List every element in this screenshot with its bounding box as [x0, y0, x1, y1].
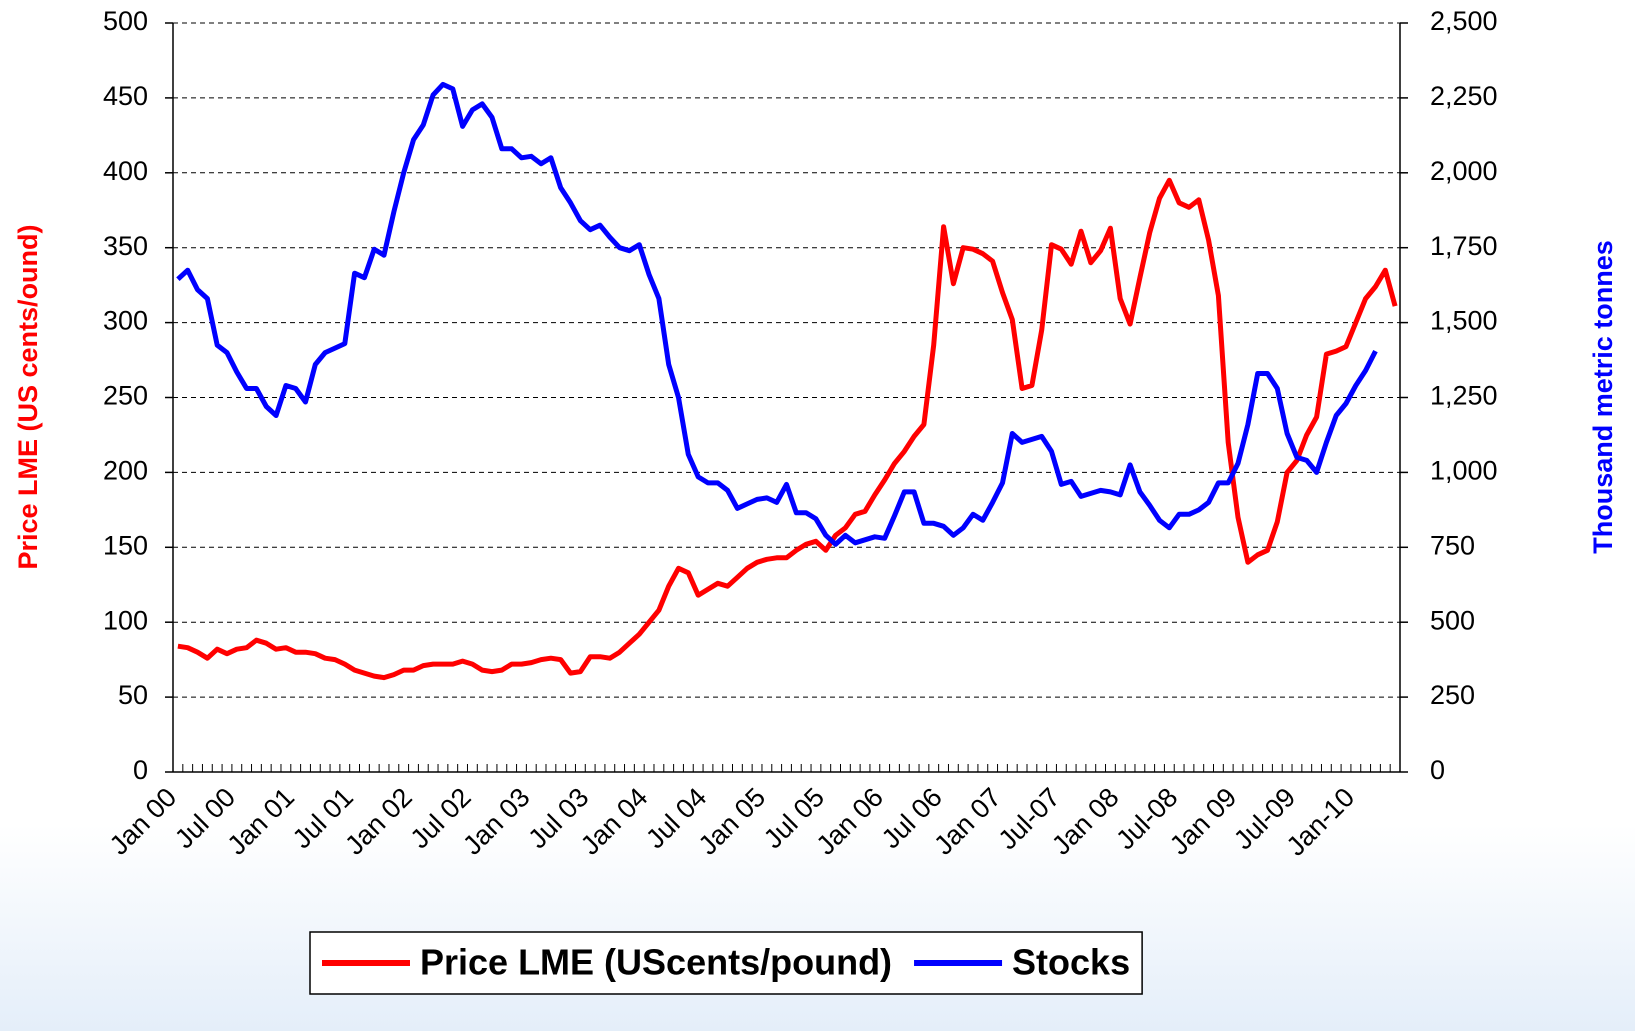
x-tick-label: Jan 02	[339, 782, 418, 861]
legend: Price LME (UScents/pound) Stocks	[309, 931, 1143, 995]
y2-tick-label: 2,000	[1430, 156, 1498, 186]
x-tick-label: Jan 00	[104, 782, 183, 861]
y-tick-label: 450	[103, 81, 148, 111]
y2-tick-label: 1,000	[1430, 456, 1498, 486]
y-axis-title: Price LME (US cents/ound)	[13, 224, 43, 569]
y2-tick-label: 2,500	[1430, 6, 1498, 36]
y2-tick-label: 750	[1430, 530, 1475, 560]
y-tick-label: 500	[103, 6, 148, 36]
y-tick-label: 50	[118, 680, 148, 710]
series-line	[176, 81, 1378, 547]
x-tick-label: Jan 03	[457, 782, 536, 861]
x-tick-label: Jan 07	[928, 782, 1007, 861]
y-tick-label: 250	[103, 381, 148, 411]
x-tick-label: Jan 04	[575, 782, 654, 861]
y-tick-label: 150	[103, 530, 148, 560]
series-line	[177, 177, 1398, 681]
y2-tick-label: 1,250	[1430, 381, 1498, 411]
x-tick-label: Jan 05	[693, 782, 772, 861]
y2-tick-label: 1,750	[1430, 231, 1498, 261]
y-tick-label: 200	[103, 456, 148, 486]
y-tick-label: 300	[103, 306, 148, 336]
y2-tick-label: 1,500	[1430, 306, 1498, 336]
x-tick-label: Jan 08	[1046, 782, 1125, 861]
legend-box	[309, 931, 1143, 995]
y2-tick-label: 2,250	[1430, 81, 1498, 111]
y-tick-label: 400	[103, 156, 148, 186]
y2-tick-label: 500	[1430, 605, 1475, 635]
x-tick-label: Jan 06	[810, 782, 889, 861]
x-tick-label: Jan-10	[1281, 782, 1361, 862]
y-tick-label: 0	[133, 755, 148, 785]
legend-label: Price LME (UScents/pound)	[420, 942, 892, 983]
y2-tick-label: 0	[1430, 755, 1445, 785]
x-tick-label: Jan 09	[1164, 782, 1243, 861]
x-tick-label: Jan 01	[222, 782, 301, 861]
y-tick-label: 100	[103, 605, 148, 635]
y2-axis-title: Thousand metric tonnes	[1588, 240, 1618, 554]
y-tick-label: 350	[103, 231, 148, 261]
y2-tick-label: 250	[1430, 680, 1475, 710]
legend-label: Stocks	[1012, 942, 1130, 983]
